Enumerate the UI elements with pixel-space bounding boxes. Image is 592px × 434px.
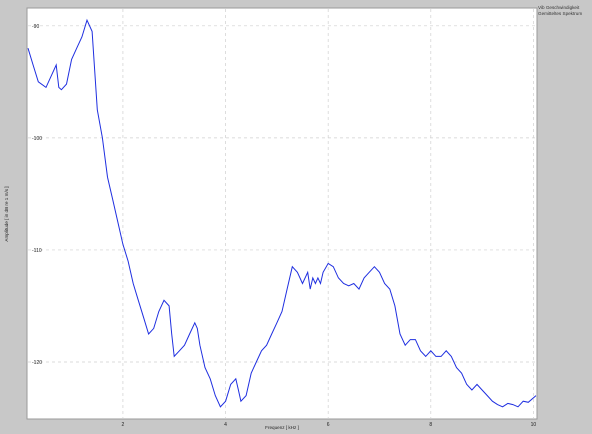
y-tick-label: -90 [32, 24, 39, 30]
x-tick-label: 6 [327, 422, 330, 428]
x-tick-label: 2 [122, 422, 125, 428]
legend: Vib Geschwindigkeit Gemitteltes Spektrum [538, 5, 592, 105]
plot-area [26, 7, 538, 420]
x-tick-label: 4 [224, 422, 227, 428]
axis-ticks: 2 4 6 8 10 -90 -100 -110 -120 [32, 24, 536, 428]
legend-label-line-2: Gemitteltes Spektrum [538, 11, 583, 16]
y-tick-label: -110 [32, 248, 42, 254]
y-axis-title: Amplitude [ in dB re 1 m/s ] [4, 186, 9, 241]
x-tick-label: 10 [531, 422, 537, 428]
legend-label-line-1: Vib Geschwindigkeit [538, 5, 580, 10]
y-tick-label: -120 [32, 360, 42, 366]
x-axis-title: Frequenz [ kHz ] [265, 425, 299, 430]
spectrum-series-line [27, 18, 537, 408]
y-tick-label: -100 [32, 136, 42, 142]
x-tick-label: 8 [429, 422, 432, 428]
grid-lines [28, 9, 536, 418]
